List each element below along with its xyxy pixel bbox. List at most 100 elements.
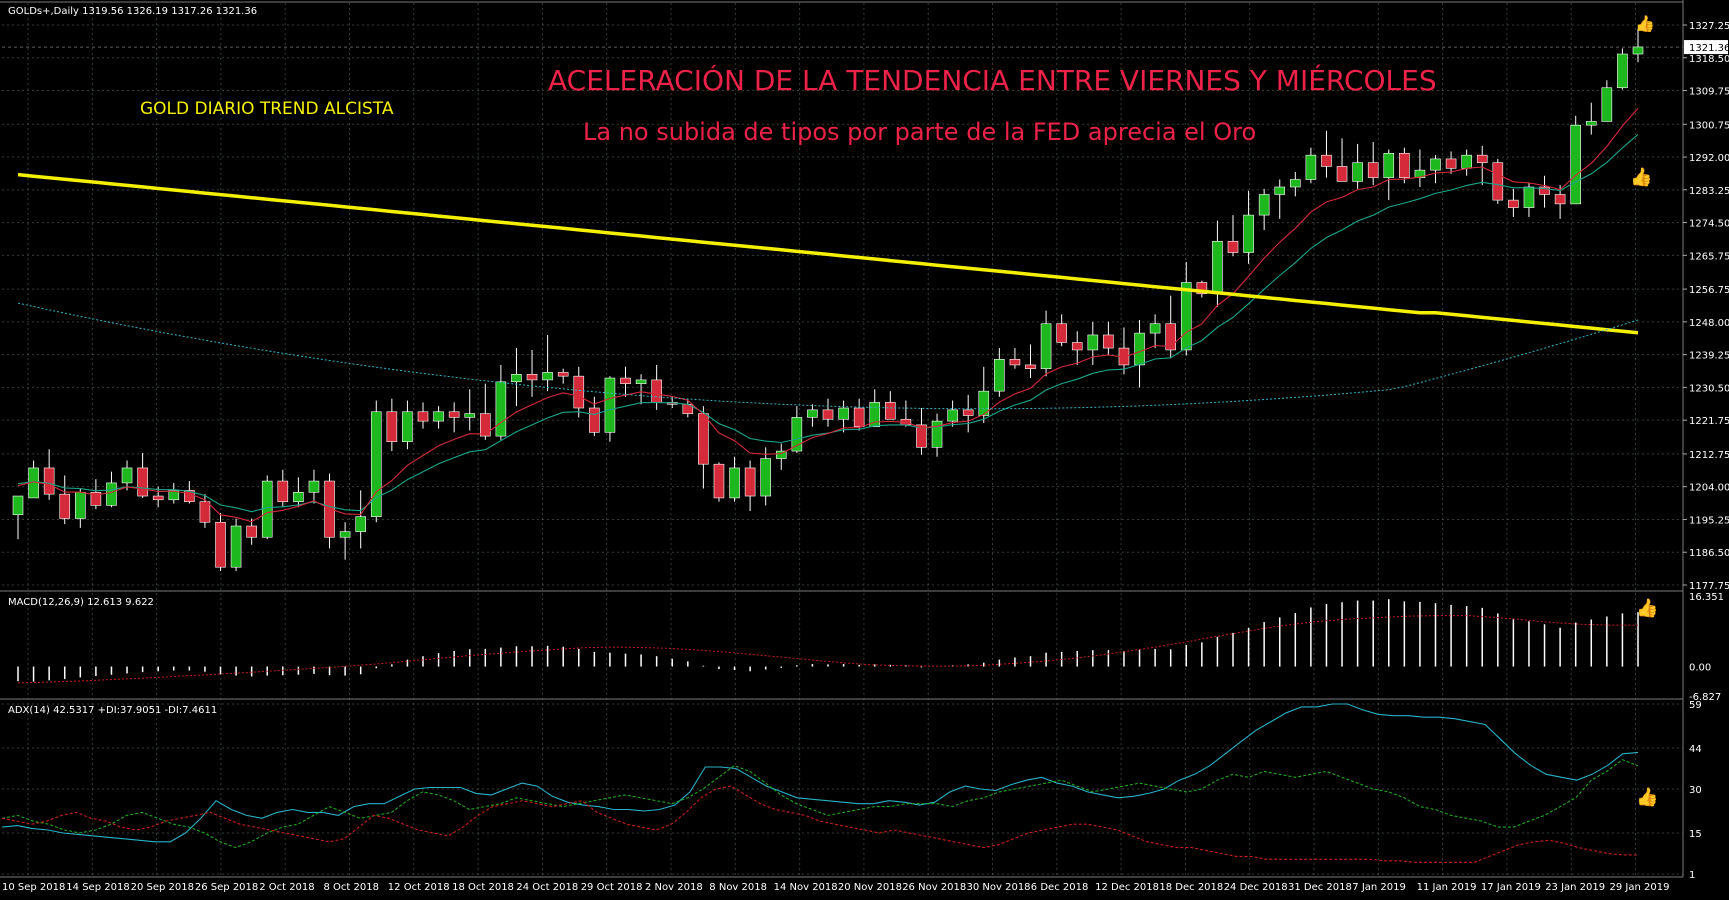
bullish-candle [1352,162,1363,182]
x-tick-label: 2 Nov 2018 [645,882,703,893]
y-tick-label: 1256.75 [1689,285,1729,296]
x-tick-label: 14 Nov 2018 [774,882,838,893]
bearish-candle [1196,282,1208,295]
bullish-candle [464,413,476,418]
bearish-candle [1103,334,1114,349]
y-tick-label: 1195.25 [1689,515,1729,526]
minus-di-line [1,785,1638,863]
macd-panel[interactable] [17,599,1639,684]
bearish-candle [1492,162,1504,201]
price-panel[interactable] [2,28,1683,571]
x-tick-label: 6 Dec 2018 [1031,882,1089,893]
macd-signal-line [17,615,1638,684]
bearish-candle [1009,359,1021,366]
x-tick-label: 20 Sep 2018 [131,882,194,893]
x-tick-label: 26 Sep 2018 [195,882,258,893]
bullish-candle [1617,53,1628,89]
headline-annotation: ACELERACIÓN DE LA TENDENCIA ENTRE VIERNE… [548,63,1437,97]
y-tick-label: 1283.25 [1689,186,1729,197]
adx-panel[interactable] [1,703,1639,863]
bullish-candle [1305,154,1317,180]
adx-label: ADX(14) 42.5317 +DI:37.9051 -DI:7.4611 [8,705,217,716]
ma-slow-line [17,133,1639,513]
bearish-candle [589,407,600,433]
adx-line [1,703,1639,843]
bullish-candle [402,411,413,443]
y-tick-label: 1186.50 [1689,548,1729,559]
bullish-candle [75,491,86,519]
bearish-candle [1554,194,1566,205]
x-tick-label: 18 Oct 2018 [452,882,514,893]
bullish-candle [1585,121,1597,126]
adx-axis-label: 30 [1689,785,1702,796]
bearish-candle [526,373,538,381]
bullish-candle [1243,214,1254,253]
bullish-candle [542,372,553,381]
bearish-candle [246,525,257,538]
last-price-label: 1321.36 [1689,43,1729,54]
bullish-candle [12,495,24,516]
bullish-candle [308,480,320,493]
subline-annotation: La no subida de tipos por parte de la FE… [583,118,1256,146]
x-tick-label: 29 Jan 2019 [1610,882,1670,893]
y-tick-label: 1230.50 [1689,383,1729,394]
bullish-candle [168,490,180,501]
x-tick-label: 23 Jan 2019 [1545,882,1605,893]
bullish-candle [293,491,304,502]
thumbs-up-icon: 👍 [1636,597,1658,619]
bullish-candle [370,411,382,517]
bullish-candle [931,420,943,448]
bullish-candle [838,407,849,420]
bearish-candle [1056,323,1067,343]
x-tick-label: 24 Dec 2018 [1224,882,1288,893]
x-tick-label: 29 Oct 2018 [581,882,643,893]
y-tick-label: 1204.00 [1689,483,1729,494]
thumbs-up-icon: 👍 [1630,166,1652,188]
y-tick-label: 1318.50 [1689,54,1729,65]
x-tick-label: 10 Sep 2018 [2,882,65,893]
bullish-candle [230,525,242,568]
chart-header: GOLDs+,Daily 1319.56 1326.19 1317.26 132… [8,6,257,17]
bullish-candle [1258,194,1270,216]
bearish-candle [480,413,491,437]
bullish-candle [729,467,740,499]
bearish-candle [152,495,164,501]
bullish-candle [807,409,818,418]
x-tick-label: 20 Nov 2018 [838,882,902,893]
bearish-candle [620,377,631,384]
x-tick-label: 30 Nov 2018 [967,882,1031,893]
bearish-candle [90,491,102,506]
y-tick-label: 1221.75 [1689,416,1729,427]
bearish-candle [1336,166,1348,182]
ma-dotted-line [17,302,1639,410]
bearish-candle [713,463,725,499]
bullish-candle [791,417,803,452]
trend-label: GOLD DIARIO TREND ALCISTA [140,99,394,119]
bullish-candle [1212,241,1223,295]
bearish-candle [1539,186,1550,195]
ma-long-line [17,172,1639,335]
bearish-candle [448,411,460,418]
y-tick-label: 1177.75 [1689,581,1729,592]
bullish-candle [1461,154,1472,169]
x-tick-label: 7 Jan 2019 [1352,882,1406,893]
bullish-candle [121,467,133,484]
y-tick-label: 1212.75 [1689,450,1729,461]
bullish-candle [775,450,787,459]
y-tick-label: 1300.75 [1689,120,1729,131]
bearish-candle [1165,323,1176,351]
bearish-candle [651,379,662,403]
bullish-candle [1180,282,1192,351]
bullish-candle [869,402,881,428]
bearish-candle [199,501,211,523]
bullish-candle [495,381,507,437]
bearish-candle [1025,364,1036,369]
bullish-candle [1383,152,1395,178]
bullish-candle [760,458,771,497]
x-tick-label: 17 Jan 2019 [1481,882,1541,893]
bullish-candle [1087,334,1099,351]
bullish-candle [261,480,273,538]
x-tick-label: 24 Oct 2018 [516,882,578,893]
